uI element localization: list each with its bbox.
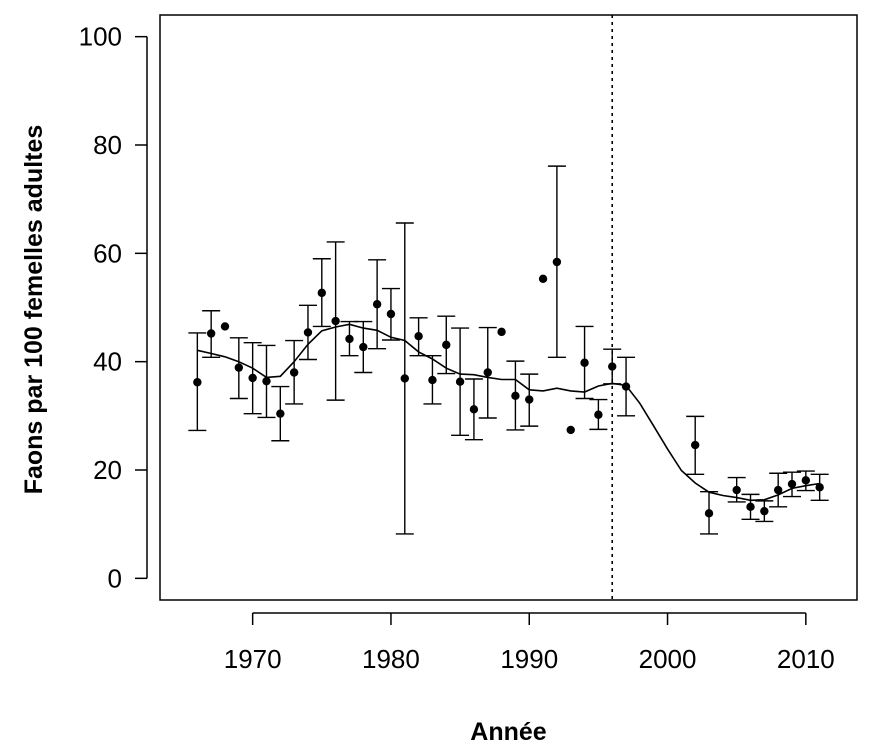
x-tick-label: 2000 bbox=[639, 644, 697, 674]
data-point bbox=[690, 440, 700, 450]
data-point bbox=[525, 395, 534, 404]
data-point bbox=[220, 322, 230, 331]
data-point bbox=[566, 425, 575, 435]
data-point bbox=[608, 362, 617, 371]
data-point bbox=[400, 374, 409, 383]
data-point bbox=[469, 405, 479, 414]
y-tick-label: 100 bbox=[79, 22, 122, 52]
data-point bbox=[594, 410, 603, 419]
data-point bbox=[442, 340, 451, 350]
data-point bbox=[552, 257, 562, 267]
data-point bbox=[234, 363, 244, 372]
data-point bbox=[317, 288, 327, 298]
data-point bbox=[193, 378, 202, 387]
x-axis: 1970 1980 1990 2000 2010 bbox=[224, 612, 835, 674]
y-tick-label: 20 bbox=[93, 455, 122, 485]
data-point bbox=[248, 373, 257, 383]
data-point bbox=[331, 316, 340, 326]
data-point bbox=[289, 368, 299, 377]
data-point bbox=[428, 375, 437, 385]
data-point bbox=[760, 506, 769, 516]
data-point bbox=[303, 328, 313, 337]
x-tick-label: 1970 bbox=[224, 644, 282, 674]
data-point bbox=[538, 274, 548, 283]
plot-frame bbox=[159, 14, 858, 601]
data-point bbox=[359, 342, 368, 352]
x-tick-label: 2010 bbox=[777, 644, 835, 674]
data-point bbox=[580, 358, 589, 367]
x-tick-label: 1990 bbox=[500, 644, 558, 674]
y-tick-label: 0 bbox=[108, 563, 122, 593]
data-point bbox=[801, 476, 811, 485]
data-point bbox=[345, 334, 354, 344]
data-point bbox=[483, 368, 492, 377]
data-point bbox=[414, 332, 423, 341]
y-axis: 0 20 40 60 80 100 bbox=[79, 22, 148, 593]
data-point bbox=[815, 483, 824, 492]
trend-line bbox=[197, 323, 820, 502]
y-tick-label: 60 bbox=[93, 238, 122, 268]
data-point bbox=[386, 309, 396, 319]
data-point bbox=[206, 329, 216, 338]
data-point bbox=[621, 382, 631, 391]
data-point bbox=[511, 391, 520, 400]
data-point bbox=[773, 485, 783, 495]
data-point bbox=[455, 377, 465, 386]
data-point bbox=[262, 376, 271, 386]
data-point bbox=[497, 327, 506, 337]
plot-area bbox=[188, 15, 829, 600]
data-point bbox=[746, 502, 755, 512]
data-point bbox=[787, 479, 797, 489]
x-tick-label: 1980 bbox=[362, 644, 420, 674]
data-point bbox=[372, 300, 382, 309]
data-point bbox=[732, 485, 741, 495]
y-tick-label: 80 bbox=[93, 130, 122, 160]
x-axis-title: Année bbox=[470, 718, 547, 746]
y-tick-label: 40 bbox=[93, 347, 122, 377]
data-point bbox=[704, 509, 714, 518]
y-axis-title: Faons par 100 femelles adultes bbox=[20, 125, 48, 495]
data-point bbox=[276, 409, 285, 418]
